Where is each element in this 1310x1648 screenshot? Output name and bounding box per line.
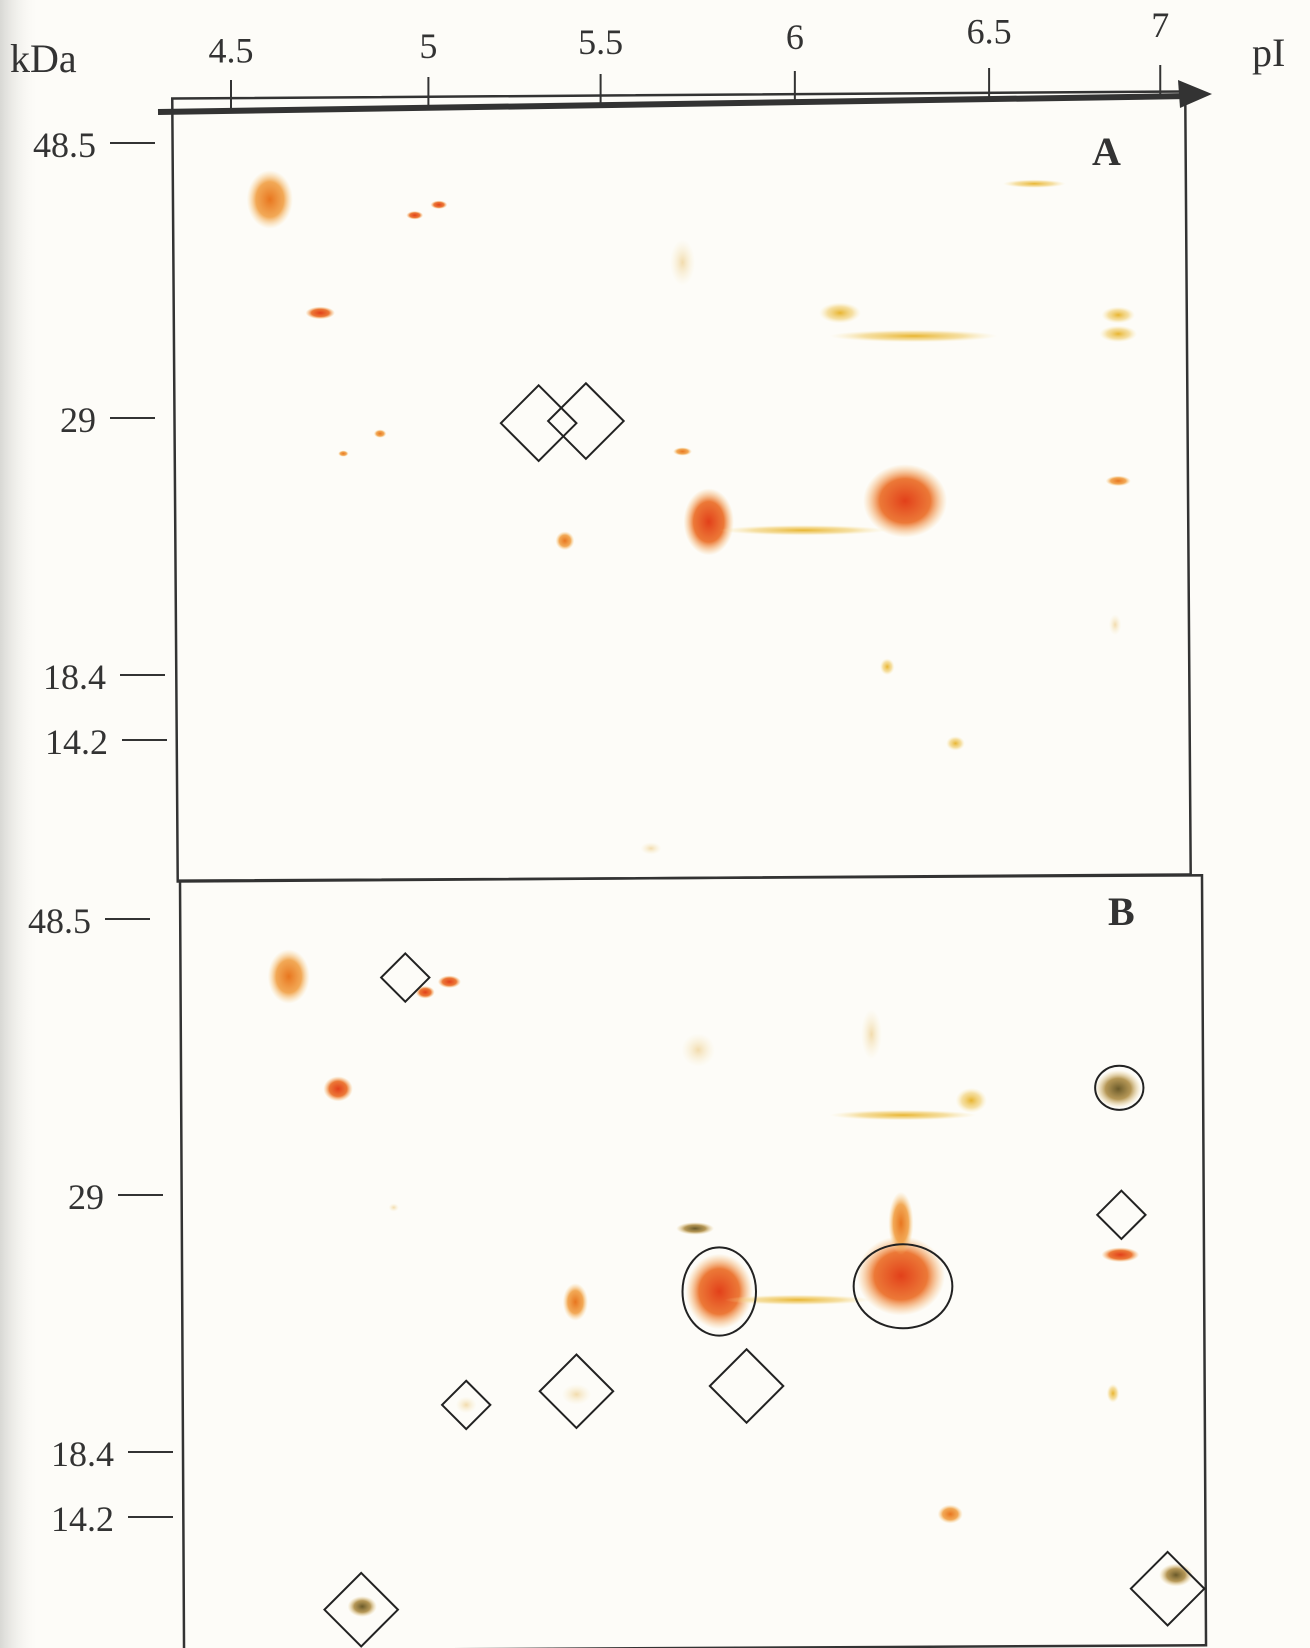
- protein-spot: [669, 239, 696, 286]
- y-axis-label: kDa: [10, 36, 77, 81]
- panel-label: A: [1092, 129, 1121, 174]
- protein-spot: [673, 447, 692, 456]
- protein-spot: [640, 842, 662, 855]
- protein-spot: [555, 531, 575, 551]
- protein-spot: [683, 488, 734, 556]
- protein-spot: [347, 1596, 377, 1617]
- protein-spot: [267, 949, 310, 1004]
- protein-spot: [863, 464, 948, 538]
- protein-spot: [856, 1235, 946, 1316]
- protein-spot: [1095, 1069, 1142, 1108]
- protein-spot: [861, 1009, 882, 1060]
- spot-diamond: [1129, 1550, 1206, 1627]
- protein-spot: [937, 1504, 963, 1524]
- frames: [157, 80, 1212, 1648]
- mw-marker-label: 29: [60, 400, 96, 440]
- mw-marker-label: 48.5: [33, 125, 96, 165]
- protein-spot: [946, 736, 965, 751]
- protein-spot: [955, 1087, 987, 1113]
- spot-diamond: [538, 1353, 615, 1430]
- protein-spot: [829, 329, 998, 343]
- protein-spot: [1108, 614, 1122, 636]
- spot-diamond: [499, 383, 578, 463]
- protein-spot: [437, 975, 461, 989]
- protein-spot: [1101, 1247, 1140, 1263]
- mw-marker-label: 18.4: [51, 1434, 114, 1474]
- protein-spot: [373, 429, 387, 438]
- mw-marker-label: 48.5: [28, 901, 91, 941]
- protein-spot: [338, 450, 349, 457]
- spot-circle: [852, 1243, 954, 1330]
- protein-spot: [829, 1109, 977, 1121]
- mw-marker-label: 18.4: [43, 657, 106, 697]
- spot-diamond: [708, 1347, 785, 1425]
- protein-spot: [388, 1203, 399, 1212]
- mw-marker-label: 29: [68, 1177, 104, 1217]
- protein-spot: [415, 985, 435, 999]
- spot-diamond: [440, 1379, 492, 1431]
- protein-spot: [719, 525, 888, 536]
- protein-spot: [562, 1283, 589, 1321]
- protein-spot: [323, 1076, 353, 1102]
- x-tick-label: 7: [1151, 5, 1169, 45]
- protein-spot: [1159, 1563, 1193, 1587]
- spot-diamond: [1095, 1189, 1147, 1241]
- protein-spot: [1002, 179, 1066, 188]
- panel-label: B: [1108, 889, 1135, 934]
- x-tick-label: 5: [419, 26, 437, 66]
- x-tick-label: 4.5: [209, 30, 254, 70]
- protein-spot: [455, 1396, 477, 1414]
- protein-spot: [1105, 475, 1131, 487]
- protein-spot: [879, 658, 895, 676]
- protein-spot: [888, 1191, 914, 1255]
- spot-diamond: [379, 951, 431, 1004]
- x-tick-label: 5.5: [578, 22, 623, 62]
- protein-spot: [724, 1294, 872, 1306]
- x-tick-label: 6: [786, 17, 804, 57]
- protein-spot: [1099, 325, 1138, 343]
- protein-spot: [685, 1253, 753, 1330]
- protein-spot: [406, 211, 424, 220]
- scan-edge: [0, 0, 40, 1648]
- protein-spot: [819, 302, 861, 324]
- x-tick-label: 6.5: [967, 12, 1012, 52]
- protein-spot: [1106, 1383, 1120, 1403]
- spot-diamond: [323, 1571, 400, 1648]
- gel-spots: [246, 170, 1193, 1617]
- spot-circle: [1094, 1064, 1145, 1111]
- mw-marker-label: 14.2: [45, 722, 108, 762]
- protein-spot: [430, 200, 448, 209]
- pi-axis: [157, 93, 1191, 115]
- protein-spot: [1101, 306, 1136, 324]
- protein-spot: [246, 170, 293, 229]
- protein-spot: [681, 1033, 716, 1067]
- axis-arrow: [1178, 80, 1212, 108]
- spot-circle: [681, 1246, 757, 1337]
- protein-spot: [561, 1383, 592, 1405]
- panel-frame: [170, 90, 1192, 883]
- mw-marker-label: 14.2: [51, 1499, 114, 1539]
- protein-spot: [676, 1222, 714, 1235]
- spot-diamond: [546, 381, 626, 461]
- protein-spot: [305, 306, 335, 320]
- x-axis-label: pI: [1252, 30, 1285, 75]
